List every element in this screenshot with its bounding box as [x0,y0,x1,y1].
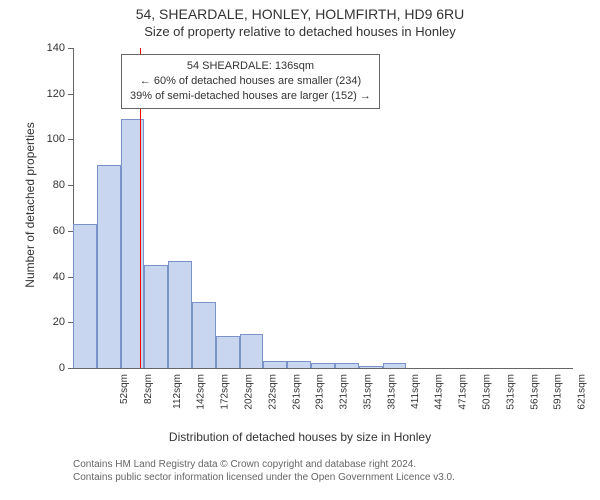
x-tick-label: 82sqm [143,374,154,404]
histogram-bar [383,363,407,368]
y-tick-mark [68,185,73,186]
x-tick-label: 621sqm [577,374,588,410]
x-tick-label: 471sqm [458,374,469,410]
x-tick-label: 501sqm [482,374,493,410]
histogram-bar [216,336,240,368]
chart-title: 54, SHEARDALE, HONLEY, HOLMFIRTH, HD9 6R… [0,6,600,22]
histogram-bar [97,165,121,368]
x-axis-line [73,368,573,369]
annotation-line-2: ← 60% of detached houses are smaller (23… [130,74,371,89]
footer-attribution: Contains HM Land Registry data © Crown c… [73,458,455,484]
x-tick-label: 112sqm [171,374,182,409]
y-tick-mark [68,94,73,95]
annotation-line-1: 54 SHEARDALE: 136sqm [130,59,371,74]
chart-subtitle: Size of property relative to detached ho… [0,24,600,39]
x-tick-label: 531sqm [505,374,516,410]
histogram-bar [311,363,335,368]
y-tick-mark [68,139,73,140]
y-tick-label: 140 [35,42,65,54]
x-tick-label: 202sqm [244,374,255,410]
annotation-line-3: 39% of semi-detached houses are larger (… [130,89,371,104]
histogram-bar [144,265,168,368]
histogram-bar [168,261,192,368]
y-tick-label: 80 [35,179,65,191]
x-tick-label: 261sqm [291,374,302,410]
x-tick-label: 232sqm [267,374,278,410]
x-tick-label: 291sqm [315,374,326,410]
histogram-bar [263,361,287,368]
chart-frame: 54, SHEARDALE, HONLEY, HOLMFIRTH, HD9 6R… [0,0,600,500]
histogram-bar [359,366,383,368]
histogram-bar [73,224,97,368]
x-tick-label: 381sqm [386,374,397,410]
histogram-bar [240,334,264,368]
footer-line-1: Contains HM Land Registry data © Crown c… [73,458,455,471]
histogram-bar [335,363,359,368]
histogram-bar [192,302,216,368]
histogram-bar [121,119,145,368]
x-tick-label: 172sqm [220,374,231,410]
x-tick-label: 561sqm [529,374,540,410]
y-tick-label: 40 [35,271,65,283]
x-tick-label: 351sqm [363,374,374,410]
y-tick-label: 60 [35,225,65,237]
y-tick-mark [68,368,73,369]
x-tick-label: 142sqm [196,374,207,410]
y-tick-label: 100 [35,133,65,145]
y-tick-label: 120 [35,88,65,100]
plot-area: 54 SHEARDALE: 136sqm ← 60% of detached h… [73,48,573,368]
x-tick-label: 52sqm [119,374,130,404]
x-axis-label: Distribution of detached houses by size … [0,430,600,444]
x-tick-label: 411sqm [409,374,420,409]
histogram-bar [287,361,311,368]
footer-line-2: Contains public sector information licen… [73,471,455,484]
y-tick-label: 0 [35,362,65,374]
annotation-box: 54 SHEARDALE: 136sqm ← 60% of detached h… [121,54,380,109]
x-tick-label: 441sqm [434,374,445,410]
x-tick-label: 591sqm [553,374,564,410]
x-tick-label: 321sqm [339,374,350,410]
y-tick-mark [68,48,73,49]
y-tick-label: 20 [35,316,65,328]
